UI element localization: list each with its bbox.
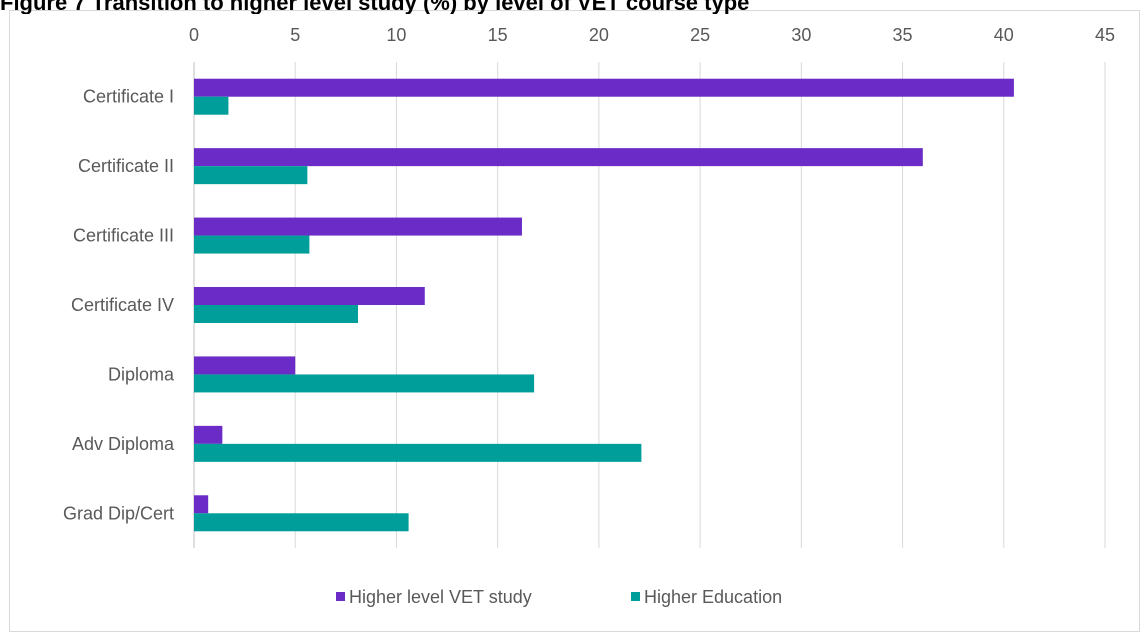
bar-higher-vet [194, 495, 209, 514]
bar-higher-vet [194, 425, 223, 444]
legend: Higher level VET study Higher Education [336, 587, 782, 607]
bar-higher-education [194, 305, 358, 323]
y-axis-category-labels: Certificate I Certificate II Certificate I… [63, 87, 175, 524]
x-tick-label: 15 [488, 25, 508, 45]
legend-label: Higher Education [644, 587, 782, 607]
bar-higher-education [194, 513, 409, 532]
bars [194, 78, 1014, 532]
x-tick-label: 30 [791, 25, 811, 45]
x-axis-tick-labels: 0 5 10 15 20 25 30 35 40 45 [189, 25, 1115, 45]
category-label: Certificate II [78, 156, 174, 176]
x-tick-label: 20 [589, 25, 609, 45]
category-label: Certificate I [83, 87, 174, 107]
bar-higher-education [194, 166, 308, 185]
category-label: Adv Diploma [72, 434, 175, 454]
x-tick-label: 45 [1095, 25, 1115, 45]
bar-higher-education [194, 96, 229, 115]
category-label: Certificate III [73, 226, 174, 246]
x-tick-label: 25 [690, 25, 710, 45]
x-tick-label: 35 [893, 25, 913, 45]
bar-higher-education [194, 374, 535, 393]
bar-higher-vet [194, 217, 522, 236]
bar-higher-vet [194, 148, 923, 167]
x-tick-label: 0 [189, 25, 199, 45]
bar-higher-education [194, 443, 642, 462]
bar-higher-vet [194, 287, 425, 305]
category-label: Grad Dip/Cert [63, 503, 174, 523]
legend-swatch [336, 592, 345, 601]
x-tick-label: 40 [994, 25, 1014, 45]
legend-label: Higher level VET study [349, 587, 532, 607]
legend-swatch [631, 592, 640, 601]
bar-higher-education [194, 235, 310, 254]
category-label: Certificate IV [71, 295, 174, 315]
x-tick-label: 10 [386, 25, 406, 45]
bar-higher-vet [194, 78, 1014, 97]
x-tick-label: 5 [290, 25, 300, 45]
chart-title: Figure 7 Transition to higher level stud… [0, 0, 750, 14]
bar-higher-vet [194, 356, 296, 375]
category-label: Diploma [108, 364, 175, 384]
